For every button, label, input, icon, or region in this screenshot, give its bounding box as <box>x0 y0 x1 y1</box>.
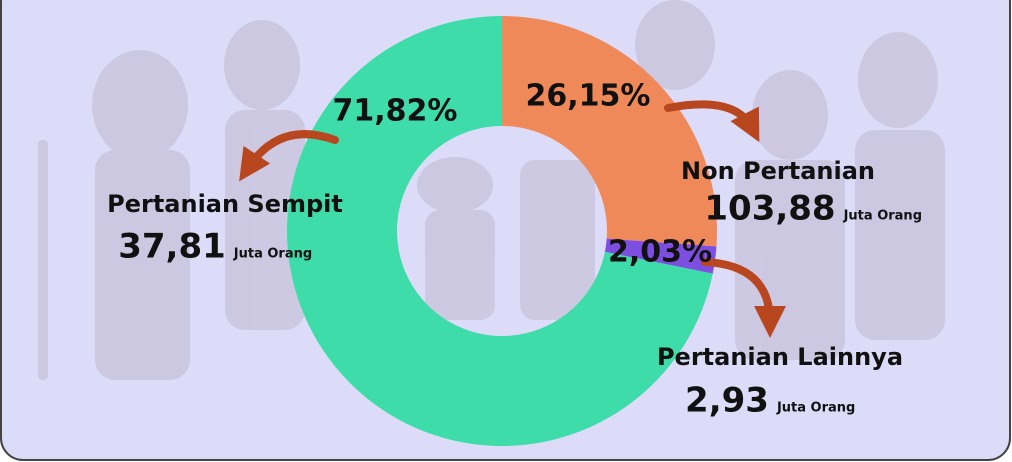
amount-label: 37,81 <box>118 227 226 267</box>
category-label: Non Pertanian <box>681 157 875 185</box>
unit-label: Juta Orang <box>776 401 855 416</box>
category-label: Pertanian Sempit <box>107 190 343 218</box>
category-label: Pertanian Lainnya <box>657 343 903 371</box>
unit-label: Juta Orang <box>233 247 312 262</box>
percent-label: 2,03% <box>608 235 712 270</box>
amount-label: 103,88 <box>704 189 835 229</box>
percent-label: 71,82% <box>333 94 458 129</box>
amount-label: 2,93 <box>685 381 769 421</box>
infographic: 26,15% Non Pertanian 103,88 Juta Orang 2,03%… <box>0 0 1012 462</box>
percent-label: 26,15% <box>526 79 651 114</box>
unit-label: Juta Orang <box>843 209 922 224</box>
